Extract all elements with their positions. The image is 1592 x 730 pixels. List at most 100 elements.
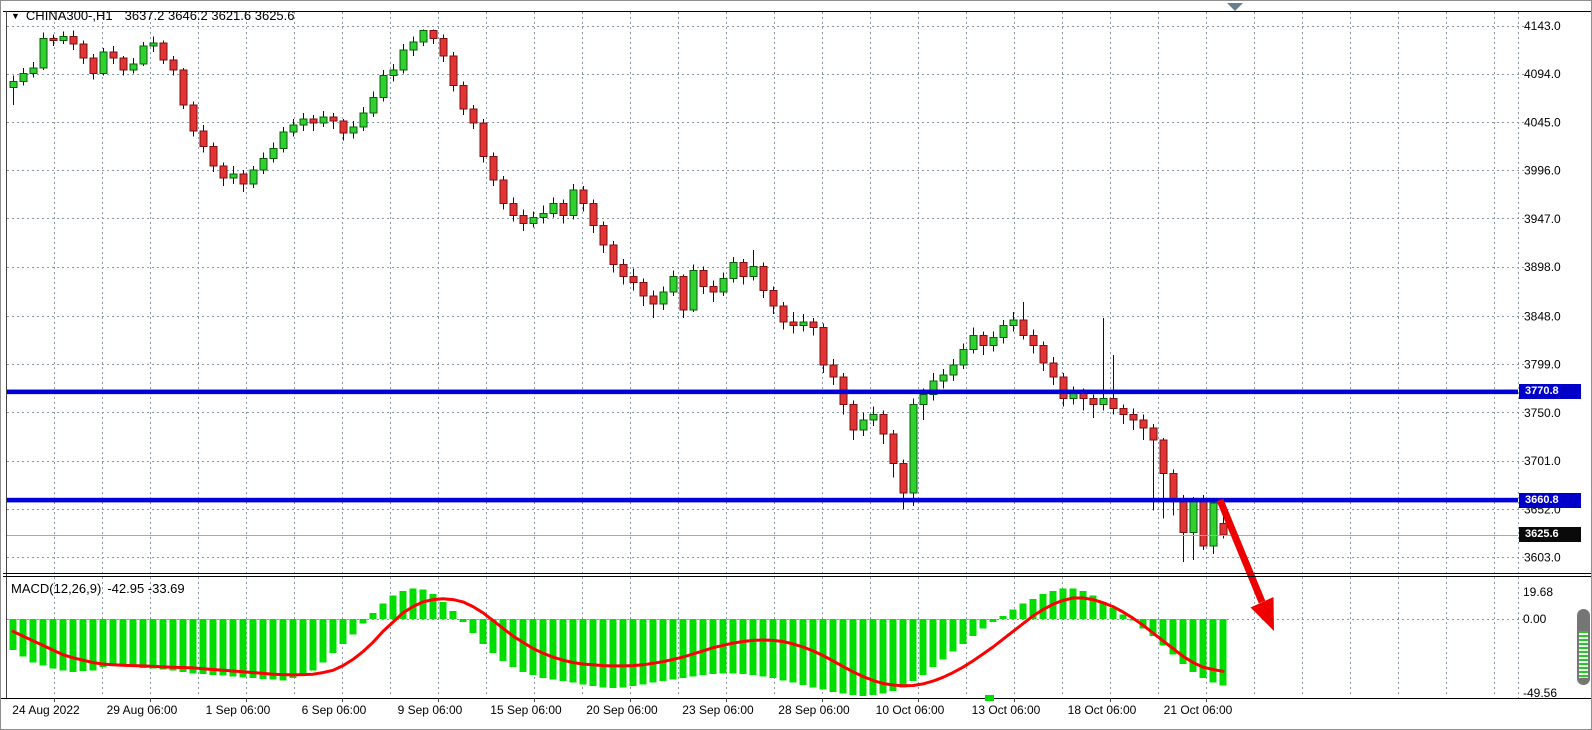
macd-bar [1109, 608, 1117, 619]
macd-bar [549, 619, 557, 680]
macd-bar [169, 619, 177, 671]
candle [359, 107, 368, 131]
candle [59, 31, 68, 45]
macd-bar [769, 619, 777, 679]
candle [759, 262, 768, 299]
macd-bar [69, 619, 77, 672]
candle [929, 372, 938, 401]
macd-bar [369, 612, 377, 619]
macd-bar [329, 619, 337, 654]
horizontal-level-line[interactable] [7, 389, 1518, 395]
candle [449, 52, 458, 92]
macd-bar [839, 619, 847, 694]
macd-bar [989, 619, 997, 623]
macd-bar [1009, 609, 1017, 619]
macd-bar [359, 619, 367, 624]
candle [729, 256, 738, 283]
grid-layer [7, 12, 1525, 698]
macd-bar [999, 615, 1007, 619]
macd-bar [699, 619, 707, 675]
candle [269, 142, 278, 163]
chart-shift-marker-icon[interactable] [1227, 3, 1243, 11]
candle [149, 36, 158, 53]
price-axis-label: 3848.0 [1524, 309, 1561, 323]
symbol-dropdown-icon[interactable]: ▼ [11, 11, 20, 21]
macd-bar [199, 619, 207, 675]
candle [689, 264, 698, 312]
price-axis-label: 3750.0 [1524, 406, 1561, 420]
candle [1129, 408, 1138, 431]
chart-header: ▼ CHINA300-,H1 3637.2 3646.2 3621.6 3625.6 [11, 8, 295, 23]
macd-bar [619, 619, 627, 688]
candle [1189, 496, 1198, 560]
overlay-layer [7, 389, 1518, 631]
candle [39, 32, 48, 70]
time-axis-label: 6 Sep 06:00 [302, 703, 367, 717]
candle [1139, 414, 1148, 440]
macd-bar [949, 619, 957, 652]
price-axis-label: 4045.0 [1524, 115, 1561, 129]
macd-bar [319, 619, 327, 663]
macd-bar [799, 619, 807, 686]
candle [869, 406, 878, 427]
candle [559, 199, 568, 224]
macd-bar [1199, 619, 1207, 679]
macd-bar [1099, 601, 1107, 619]
candle [129, 57, 138, 74]
macd-bar [499, 619, 507, 661]
macd-bar [929, 619, 937, 668]
macd-scale-min: -49.56 [1523, 686, 1558, 700]
macd-bar [639, 619, 647, 685]
price-axis-label: 4094.0 [1524, 67, 1561, 81]
macd-bar [1019, 603, 1027, 619]
macd-bar [579, 619, 587, 685]
candle [1029, 329, 1038, 354]
candle [529, 211, 538, 228]
candle [959, 343, 968, 370]
candle [1169, 469, 1178, 516]
candle [409, 36, 418, 57]
candle [569, 183, 578, 220]
candle [979, 331, 988, 356]
macd-bar [409, 588, 417, 619]
scrollbar-stripes [1579, 631, 1588, 678]
candle [159, 40, 168, 64]
macd-name: MACD(12,26,9) [11, 581, 102, 596]
candle [9, 75, 18, 106]
macd-bar [419, 589, 427, 619]
candle [509, 197, 518, 222]
candle [499, 176, 508, 210]
macd-bar [979, 619, 987, 629]
candle [939, 369, 948, 389]
candle [829, 359, 838, 385]
macd-bar [679, 619, 687, 679]
price-axis-label: 3947.0 [1524, 212, 1561, 226]
candle [999, 319, 1008, 344]
macd-bar [259, 619, 267, 679]
macd-bar [159, 619, 167, 670]
candle [519, 209, 528, 232]
macd-bar [899, 619, 907, 688]
macd-bar [389, 595, 397, 619]
macd-bar [109, 619, 117, 666]
candle [199, 124, 208, 153]
macd-bar [599, 619, 607, 688]
horizontal-level-line[interactable] [7, 497, 1518, 503]
scrollbar-thumb[interactable] [1577, 609, 1590, 685]
candle [1009, 311, 1018, 332]
price-axis-label: 3996.0 [1524, 164, 1561, 178]
macd-bar [49, 619, 57, 669]
candle [989, 331, 998, 352]
candle [89, 54, 98, 80]
macd-bar [889, 619, 897, 692]
macd-bar [1059, 588, 1067, 619]
candle [209, 142, 218, 173]
candle [579, 185, 588, 212]
macd-bar [209, 619, 217, 675]
sell-arrow-annotation[interactable] [1216, 498, 1274, 631]
macd-values: -42.95 -33.69 [107, 581, 185, 596]
time-axis-event-marker [985, 695, 994, 701]
upper-level-price-badge: 3770.8 [1519, 384, 1581, 399]
